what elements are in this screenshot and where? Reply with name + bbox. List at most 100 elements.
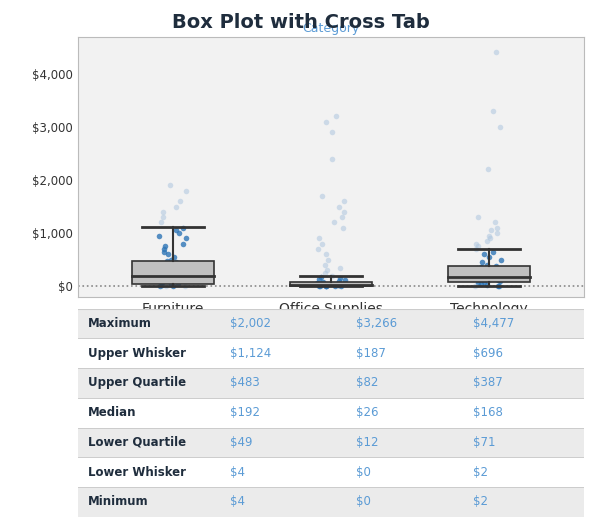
Point — [321, 117, 330, 126]
Text: Maximum: Maximum — [88, 317, 152, 330]
Point — [476, 272, 485, 281]
Point — [322, 266, 332, 275]
Point — [471, 245, 480, 253]
Point — [494, 282, 503, 290]
Point — [314, 245, 323, 253]
Point — [173, 279, 183, 287]
Point — [488, 106, 498, 115]
Title: Category: Category — [302, 22, 360, 35]
Point — [484, 232, 494, 240]
Point — [331, 112, 341, 121]
Point — [317, 192, 327, 200]
Point — [163, 256, 172, 265]
Bar — [78, 309, 584, 338]
Point — [321, 282, 331, 290]
Point — [320, 269, 330, 277]
Text: Lower Whisker: Lower Whisker — [88, 466, 187, 479]
Point — [335, 279, 345, 288]
Text: $696: $696 — [473, 347, 503, 360]
Text: Upper Whisker: Upper Whisker — [88, 347, 187, 360]
Bar — [78, 457, 584, 487]
Bar — [78, 398, 584, 428]
Text: $0: $0 — [356, 466, 371, 479]
Point — [158, 213, 168, 221]
Point — [493, 271, 503, 280]
Point — [482, 281, 492, 289]
Bar — [132, 260, 214, 283]
Text: $192: $192 — [230, 406, 260, 419]
Point — [321, 282, 330, 290]
Text: $2: $2 — [473, 466, 488, 479]
Point — [155, 282, 164, 290]
Point — [334, 203, 344, 211]
Bar — [78, 368, 584, 398]
Point — [158, 281, 167, 289]
Text: $168: $168 — [473, 406, 503, 419]
Text: $71: $71 — [473, 436, 495, 449]
Point — [172, 258, 181, 266]
Point — [495, 270, 504, 279]
Point — [492, 229, 501, 238]
Text: Lower Quartile: Lower Quartile — [88, 436, 187, 449]
Text: $187: $187 — [356, 347, 386, 360]
Point — [158, 260, 167, 268]
Point — [312, 279, 322, 287]
Point — [155, 232, 164, 240]
Text: $12: $12 — [356, 436, 379, 449]
Point — [176, 265, 186, 274]
Text: $2: $2 — [473, 495, 488, 508]
Text: $26: $26 — [356, 406, 379, 419]
Point — [160, 242, 170, 251]
Text: $4,477: $4,477 — [473, 317, 514, 330]
Point — [497, 267, 506, 276]
Point — [163, 250, 172, 258]
Point — [336, 264, 346, 272]
Point — [486, 226, 495, 234]
Point — [181, 186, 191, 195]
Point — [477, 280, 486, 288]
Bar — [78, 428, 584, 457]
Point — [491, 49, 500, 57]
Point — [471, 240, 480, 248]
Point — [483, 165, 493, 173]
Point — [479, 250, 489, 258]
Point — [485, 275, 495, 283]
Point — [160, 266, 169, 275]
Point — [316, 273, 326, 281]
Bar — [78, 338, 584, 368]
Text: $3,266: $3,266 — [356, 317, 397, 330]
Point — [166, 255, 176, 264]
Text: $82: $82 — [356, 376, 379, 389]
Point — [163, 277, 172, 285]
Point — [182, 234, 191, 243]
Point — [155, 269, 165, 278]
Point — [329, 218, 339, 227]
Point — [160, 247, 169, 256]
Point — [492, 262, 501, 270]
Text: Minimum: Minimum — [88, 495, 149, 508]
Point — [496, 255, 506, 264]
Point — [179, 223, 188, 232]
Point — [338, 223, 348, 232]
Point — [175, 197, 184, 205]
Point — [159, 271, 169, 280]
Point — [171, 226, 181, 234]
Point — [171, 268, 181, 277]
Point — [477, 258, 487, 266]
Point — [164, 262, 174, 270]
Bar — [290, 282, 372, 286]
Point — [157, 278, 166, 286]
Text: Upper Quartile: Upper Quartile — [88, 376, 187, 389]
Point — [180, 282, 190, 290]
Text: $0: $0 — [356, 495, 371, 508]
Point — [337, 281, 346, 290]
Point — [177, 276, 187, 284]
Point — [168, 281, 178, 290]
Point — [161, 282, 171, 290]
Point — [339, 208, 349, 216]
Point — [321, 282, 331, 290]
Point — [182, 275, 191, 283]
Point — [163, 261, 172, 269]
Point — [330, 282, 340, 290]
Point — [338, 213, 347, 221]
